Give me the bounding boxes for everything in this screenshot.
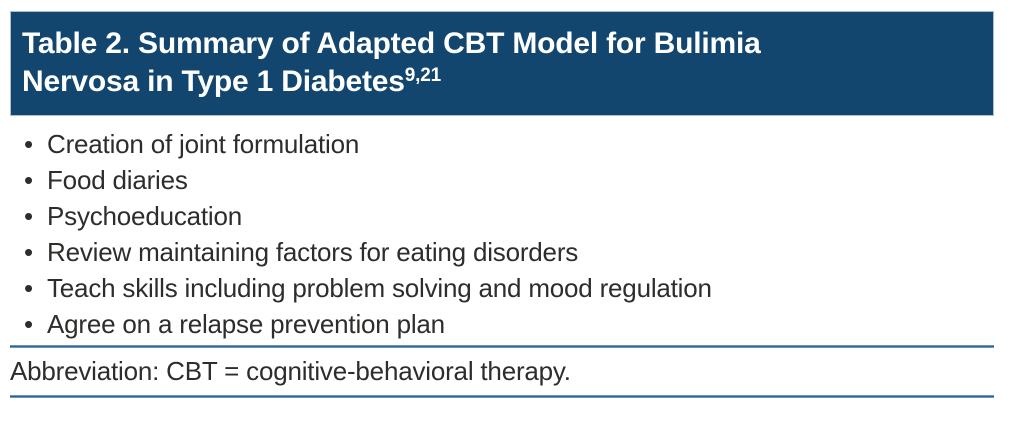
list-item: Agree on a relapse prevention plan — [10, 306, 994, 342]
divider-top — [10, 345, 994, 348]
table-footnote: Abbreviation: CBT = cognitive-behavioral… — [10, 356, 571, 386]
list-item: Psychoeducation — [10, 198, 994, 234]
list-item: Creation of joint formulation — [10, 126, 994, 162]
page: Table 2. Summary of Adapted CBT Model fo… — [0, 11, 1011, 447]
table-title-line2: Nervosa in Type 1 Diabetes — [22, 65, 405, 98]
table-title-line1: Table 2. Summary of Adapted CBT Model fo… — [22, 27, 761, 60]
divider-bottom — [10, 395, 994, 398]
table-2: Table 2. Summary of Adapted CBT Model fo… — [10, 11, 994, 398]
table-title-bar: Table 2. Summary of Adapted CBT Model fo… — [10, 11, 994, 116]
list-item: Teach skills including problem solving a… — [10, 270, 994, 306]
table-title-citation: 9,21 — [404, 65, 441, 86]
list-item: Food diaries — [10, 162, 994, 198]
table-bullet-list: Creation of joint formulation Food diari… — [10, 126, 994, 342]
list-item: Review maintaining factors for eating di… — [10, 234, 994, 270]
